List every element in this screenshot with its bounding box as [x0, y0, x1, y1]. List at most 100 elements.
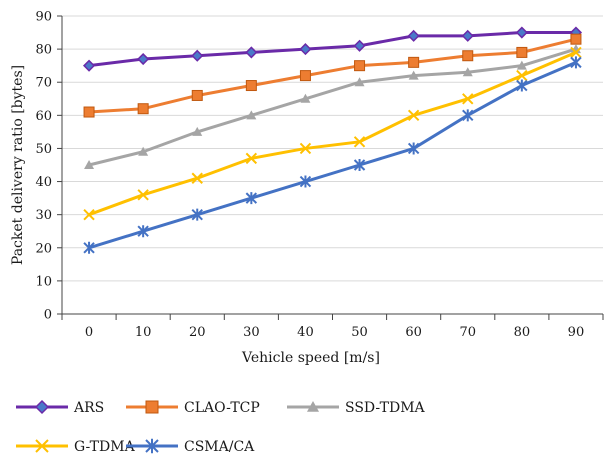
x-tick-label: 50	[351, 325, 368, 340]
series-csma-ca	[83, 56, 582, 254]
data-point	[516, 69, 528, 82]
legend-label: SSD-TDMA	[345, 400, 426, 416]
data-point	[246, 110, 257, 120]
data-point	[516, 60, 527, 70]
series-line	[87, 60, 578, 250]
data-point	[354, 77, 365, 87]
data-point	[299, 175, 312, 188]
data-point	[570, 56, 582, 69]
series-line	[87, 37, 578, 114]
x-tick-label: 0	[85, 325, 93, 340]
data-point	[461, 29, 474, 42]
y-axis-title: Packet delivery ratio [bytes]	[10, 65, 26, 265]
series-line	[87, 50, 578, 217]
y-tick-label: 70	[35, 76, 52, 91]
y-tick-label: 80	[35, 43, 52, 58]
data-point	[145, 438, 159, 454]
data-point	[191, 172, 203, 184]
data-point	[191, 89, 203, 101]
data-point	[516, 79, 528, 92]
data-point	[353, 39, 366, 52]
data-point	[245, 46, 258, 59]
data-point	[82, 59, 96, 72]
data-point	[83, 241, 95, 254]
series-ssd-tdma	[84, 44, 581, 169]
data-point	[570, 46, 582, 59]
data-point	[570, 33, 582, 45]
legend-item-clao-tcp: CLAO-TCP	[126, 400, 260, 416]
data-point	[299, 43, 312, 56]
data-point	[34, 399, 50, 415]
data-point	[462, 109, 474, 122]
data-point	[145, 400, 159, 414]
x-tick-label: 60	[405, 325, 422, 340]
y-tick-label: 40	[35, 175, 52, 190]
data-point	[137, 52, 150, 66]
series-ars	[82, 26, 583, 72]
legend-label: CLAO-TCP	[184, 400, 260, 416]
legend: ARS CLAO-TCP SSD-TDMA G-TDMA CSMA/CA	[16, 399, 426, 454]
y-tick-labels: 0 10 20 30 40 50 60 70 80 90	[35, 10, 52, 323]
data-point	[299, 142, 312, 155]
legend-item-ssd-tdma: SSD-TDMA	[287, 400, 426, 416]
data-point	[137, 225, 149, 238]
legend-item-csma-ca: CSMA/CA	[126, 438, 255, 454]
data-point	[299, 70, 311, 82]
data-point	[245, 152, 258, 165]
data-point	[353, 159, 366, 171]
x-tick-label: 70	[459, 325, 476, 340]
data-point	[137, 189, 149, 201]
y-tick-label: 50	[35, 142, 52, 157]
y-tick-label: 10	[35, 274, 52, 289]
data-point	[462, 50, 474, 62]
data-point	[408, 70, 419, 80]
y-tick-label: 90	[35, 10, 52, 25]
series-group	[82, 26, 583, 254]
legend-item-g-tdma: G-TDMA	[16, 439, 136, 454]
series-line	[87, 31, 578, 68]
legend-label: ARS	[73, 400, 104, 416]
data-point	[462, 93, 474, 105]
axes	[57, 15, 604, 320]
y-tick-label: 20	[35, 241, 52, 256]
legend-item-ars: ARS	[16, 399, 104, 416]
data-point	[353, 136, 366, 148]
data-point	[307, 401, 319, 412]
x-tick-label: 30	[243, 325, 260, 340]
data-point	[407, 142, 420, 155]
data-point	[407, 109, 420, 122]
x-tick-label: 80	[514, 325, 531, 340]
data-point	[192, 126, 203, 136]
legend-label: CSMA/CA	[184, 439, 255, 454]
data-point	[245, 80, 257, 92]
legend-label: G-TDMA	[74, 439, 136, 454]
data-point	[408, 56, 420, 68]
data-point	[516, 46, 528, 58]
data-point	[83, 106, 95, 118]
series-line	[87, 47, 578, 167]
x-axis-title: Vehicle speed [m/s]	[241, 350, 380, 366]
data-point	[137, 103, 149, 115]
data-point	[35, 439, 49, 453]
y-tick-label: 0	[44, 308, 52, 323]
data-point	[191, 49, 204, 62]
data-point	[300, 93, 311, 103]
series-g-tdma	[83, 46, 582, 221]
data-point	[407, 29, 420, 42]
data-point	[191, 208, 203, 221]
x-tick-label: 40	[297, 325, 314, 340]
data-point	[138, 146, 149, 156]
y-tick-label: 30	[35, 208, 52, 223]
x-tick-label: 10	[135, 325, 152, 340]
data-point	[83, 208, 95, 221]
x-tick-label: 90	[568, 325, 585, 340]
x-tick-label: 20	[189, 325, 206, 340]
x-tick-labels: 0 10 20 30 40 50 60 70 80 90	[85, 325, 584, 340]
data-point	[354, 60, 366, 72]
data-point	[245, 192, 258, 205]
y-tick-label: 60	[35, 109, 52, 124]
data-point	[84, 160, 95, 169]
data-point	[515, 26, 528, 39]
data-point	[462, 67, 473, 77]
